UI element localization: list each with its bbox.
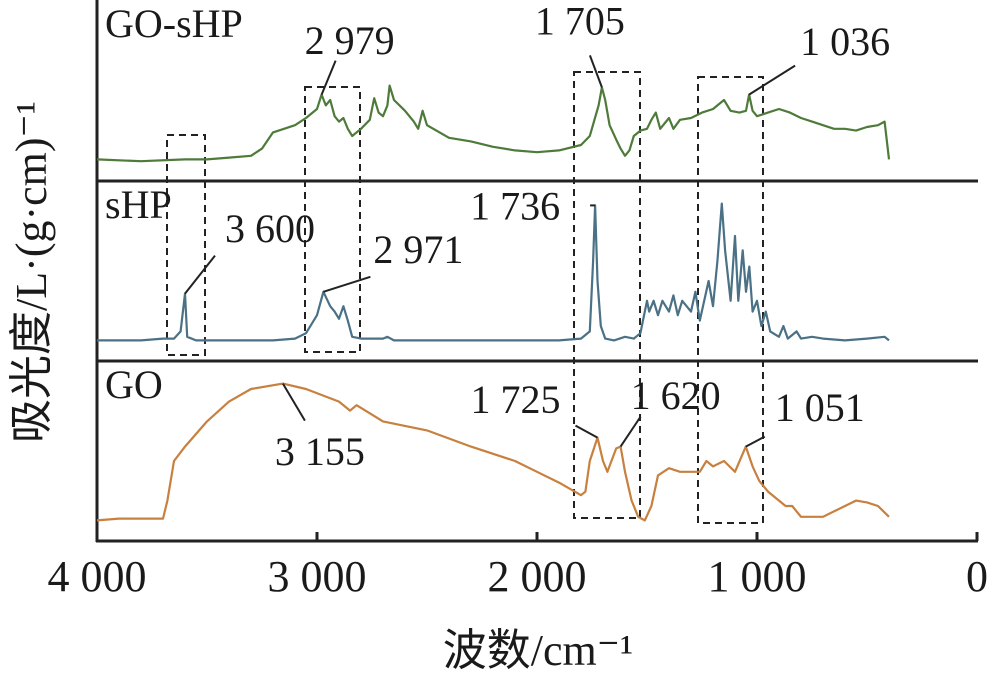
x-tick-label: 0 — [966, 552, 988, 601]
panel-label: GO — [105, 362, 163, 407]
x-axis-title: 波数/cm⁻¹ — [443, 626, 633, 675]
x-tick-label: 4 000 — [48, 552, 147, 601]
annotation-label: 1 051 — [775, 385, 865, 430]
annotation-label: 1 620 — [631, 373, 721, 418]
annotation-leader — [323, 275, 371, 293]
annotation-leader — [745, 435, 766, 448]
highlight-box — [573, 71, 641, 519]
panel-label: GO-sHP — [105, 1, 243, 46]
annotation-label: 2 979 — [305, 18, 395, 63]
annotation-leader — [320, 60, 337, 95]
highlight-box — [697, 76, 764, 524]
annotation-label: 3 600 — [225, 206, 315, 251]
annotation-leader — [184, 254, 216, 295]
frame — [95, 0, 978, 543]
annotation-leader — [575, 424, 598, 439]
x-tick-label: 3 000 — [268, 552, 367, 601]
annotation-label: 1 705 — [535, 0, 625, 44]
dashed-boxes — [166, 71, 764, 524]
annotation-leader — [282, 383, 306, 422]
x-tick-label: 1 000 — [708, 552, 807, 601]
annotation-label: 2 971 — [373, 227, 463, 272]
annotation-label: 1 736 — [470, 184, 560, 229]
annotation-label: 1 036 — [800, 19, 890, 64]
spectrum-line — [96, 382, 890, 522]
y-axis-title: 吸光度/L·(g·cm)⁻¹ — [7, 101, 56, 443]
highlight-box — [304, 86, 361, 353]
highlight-box — [166, 134, 206, 356]
x-tick-label: 2 000 — [488, 552, 587, 601]
spectrum-line — [96, 84, 891, 163]
annotation-label: 1 725 — [471, 377, 561, 422]
panel-label: sHP — [105, 182, 172, 227]
annotation-label: 3 155 — [275, 429, 365, 474]
annotation-leader — [748, 64, 796, 96]
annotation-leader — [588, 55, 603, 88]
annotation-leader — [619, 416, 642, 448]
